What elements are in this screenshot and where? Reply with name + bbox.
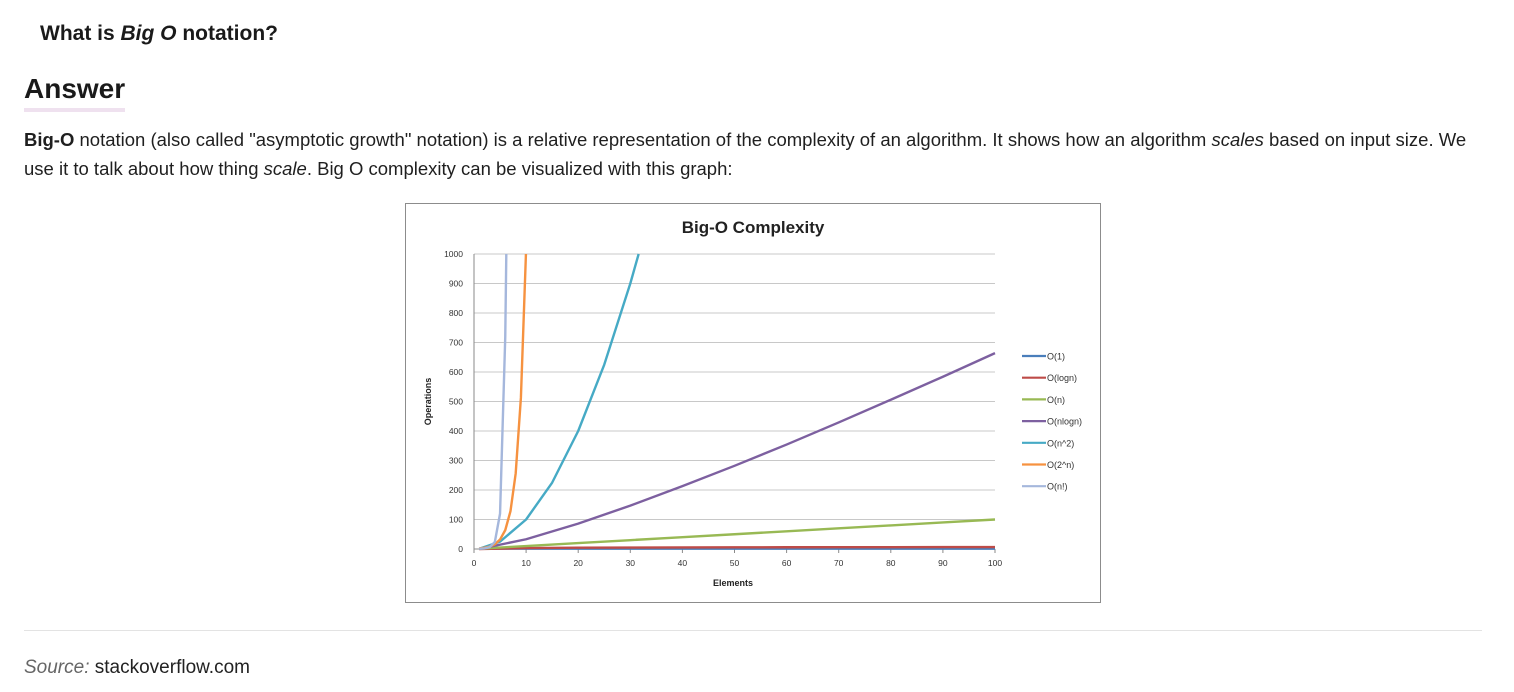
x-tick-label: 80 (886, 558, 896, 568)
y-tick-label: 900 (449, 279, 463, 289)
bold-lead: Big-O (24, 129, 75, 150)
source-link[interactable]: stackoverflow.com (89, 657, 250, 678)
y-tick-label: 600 (449, 367, 463, 377)
divider (24, 630, 1482, 631)
legend-label: O(n) (1047, 395, 1065, 405)
x-tick-label: 70 (834, 558, 844, 568)
legend-label: O(2^n) (1047, 460, 1074, 470)
series-line-o-logn- (479, 545, 996, 551)
legend-label: O(1) (1047, 352, 1065, 362)
source-line: Source: stackoverflow.com (24, 657, 250, 679)
y-tick-label: 1000 (444, 249, 463, 259)
x-tick-label: 90 (938, 558, 948, 568)
y-tick-label: 100 (449, 515, 463, 525)
x-tick-label: 50 (730, 558, 740, 568)
series-line-o-n-2- (478, 253, 640, 550)
y-tick-label: 300 (449, 456, 463, 466)
paragraph-part1: notation (also called "asymptotic growth… (74, 129, 1212, 150)
series-line-o-n- (479, 253, 508, 550)
x-tick-label: 30 (626, 558, 636, 568)
y-axis-label: Operations (423, 378, 433, 426)
paragraph-part2: based on input size. We use it to talk a… (24, 129, 1467, 179)
emphasis-scale: scale (263, 158, 307, 179)
answer-paragraph: Big-O notation (also called "asymptotic … (24, 125, 1484, 183)
source-label: Source: (24, 657, 90, 678)
question-emphasis: Big O (120, 22, 177, 45)
series-line-o-nlogn- (478, 352, 996, 551)
legend-label: O(logn) (1047, 373, 1077, 383)
y-tick-label: 500 (449, 397, 463, 407)
y-tick-label: 0 (458, 544, 463, 554)
answer-heading: Answer (24, 72, 126, 112)
question-title: What is Big O notation? (40, 22, 278, 46)
series-line-o-n- (479, 518, 996, 550)
chart-svg: Big-O Complexity010020030040050060070080… (423, 218, 1082, 588)
legend-label: O(n^2) (1047, 438, 1074, 448)
x-tick-label: 10 (521, 558, 531, 568)
chart-title: Big-O Complexity (682, 218, 825, 237)
question-prefix: What is (40, 22, 121, 45)
y-tick-label: 400 (449, 426, 463, 436)
emphasis-scales: scales (1211, 129, 1264, 150)
big-o-chart: Big-O Complexity 0 100 200 300 400 500 600 700 80… (405, 203, 1101, 603)
x-tick-label: 100 (988, 558, 1002, 568)
y-tick-label: 800 (449, 308, 463, 318)
y-tick-label: 700 (449, 338, 463, 348)
x-tick-label: 40 (678, 558, 688, 568)
x-tick-label: 0 (472, 558, 477, 568)
x-tick-label: 60 (782, 558, 792, 568)
paragraph-part3: . Big O complexity can be visualized wit… (306, 158, 733, 179)
legend-label: O(nlogn) (1047, 417, 1082, 427)
y-tick-label: 200 (449, 485, 463, 495)
legend-label: O(n!) (1047, 482, 1068, 492)
x-tick-label: 20 (573, 558, 583, 568)
question-suffix: notation? (176, 22, 278, 45)
x-axis-label: Elements (713, 578, 753, 588)
